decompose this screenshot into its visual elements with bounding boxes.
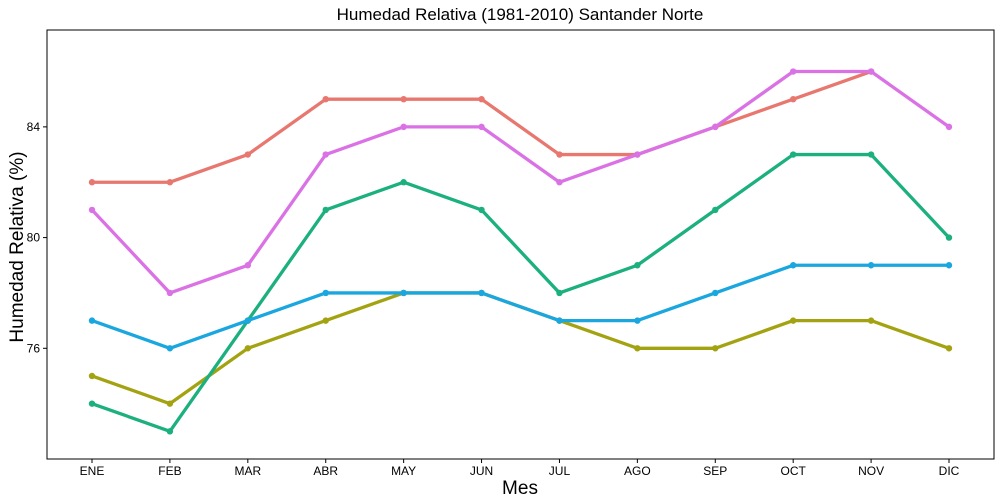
x-tick-label: OCT (781, 464, 807, 478)
data-point (88, 206, 96, 214)
data-point (400, 289, 407, 297)
x-tick-label: SEP (703, 464, 727, 478)
data-point (400, 95, 407, 103)
x-tick-label: NOV (858, 464, 884, 478)
plot-border (46, 29, 995, 460)
x-tick-label: ABR (313, 464, 338, 478)
data-point (322, 95, 329, 103)
y-axis-title: Humedad Relativa (%) (7, 151, 28, 342)
data-point (945, 262, 953, 269)
data-point (478, 123, 485, 131)
data-point (712, 206, 719, 214)
series-line (90, 263, 951, 350)
series-line (90, 291, 951, 406)
x-axis-title: Mes (502, 478, 538, 499)
data-point (556, 317, 563, 324)
x-tick-label: JUN (470, 464, 493, 478)
y-tick-label: 80 (27, 231, 41, 245)
data-point (322, 289, 329, 297)
data-point (712, 345, 719, 352)
data-point (244, 262, 252, 269)
data-point (634, 262, 641, 269)
data-point (712, 289, 719, 297)
axes: 76 80 84 ENE FEB MAR ABR MAY JUN JUL AGO SEP OCT NOV D… (27, 29, 995, 478)
data-point (166, 400, 174, 407)
data-point (166, 428, 174, 435)
data-point (166, 289, 174, 297)
data-point (244, 151, 252, 158)
data-point (556, 179, 563, 186)
data-point (166, 179, 174, 186)
data-point (867, 68, 875, 75)
data-point (789, 151, 797, 158)
x-tick-label: DIC (939, 464, 960, 478)
data-point (634, 151, 641, 158)
data-point (634, 345, 641, 352)
data-point (166, 345, 174, 352)
data-point (945, 123, 953, 131)
data-point (322, 206, 329, 214)
data-point (478, 206, 485, 214)
data-point (244, 317, 252, 324)
data-point (867, 317, 875, 324)
x-tick-label: AGO (624, 464, 651, 478)
data-point (478, 289, 485, 297)
data-point (789, 95, 797, 103)
data-point (478, 95, 485, 103)
x-tick-label: ENE (80, 464, 105, 478)
data-point (322, 317, 329, 324)
series-3 (88, 151, 953, 435)
data-point (789, 262, 797, 269)
series-line (90, 152, 951, 433)
data-point (556, 289, 563, 297)
series-4 (88, 262, 953, 352)
data-point (88, 179, 96, 186)
data-point (789, 317, 797, 324)
data-point (244, 345, 252, 352)
data-point (712, 123, 719, 131)
data-point (88, 400, 96, 407)
data-point (400, 179, 407, 186)
data-point (945, 234, 953, 241)
data-point (634, 317, 641, 324)
x-tick-label: FEB (158, 464, 181, 478)
x-tick-label: JUL (549, 464, 571, 478)
y-tick-label: 84 (27, 120, 41, 134)
data-point (867, 262, 875, 269)
chart-title: Humedad Relativa (1981-2010) Santander N… (337, 5, 704, 24)
series-line (90, 69, 951, 295)
x-tick-label: MAR (234, 464, 261, 478)
data-point (88, 372, 96, 380)
data-point (400, 123, 407, 131)
series-layer (88, 68, 953, 435)
data-point (556, 151, 563, 158)
data-point (945, 345, 953, 352)
x-tick-label: MAY (391, 464, 416, 478)
data-point (88, 317, 96, 324)
data-point (789, 68, 797, 75)
data-point (322, 151, 329, 158)
y-tick-label: 76 (27, 341, 41, 355)
data-point (867, 151, 875, 158)
series-5 (88, 68, 953, 297)
